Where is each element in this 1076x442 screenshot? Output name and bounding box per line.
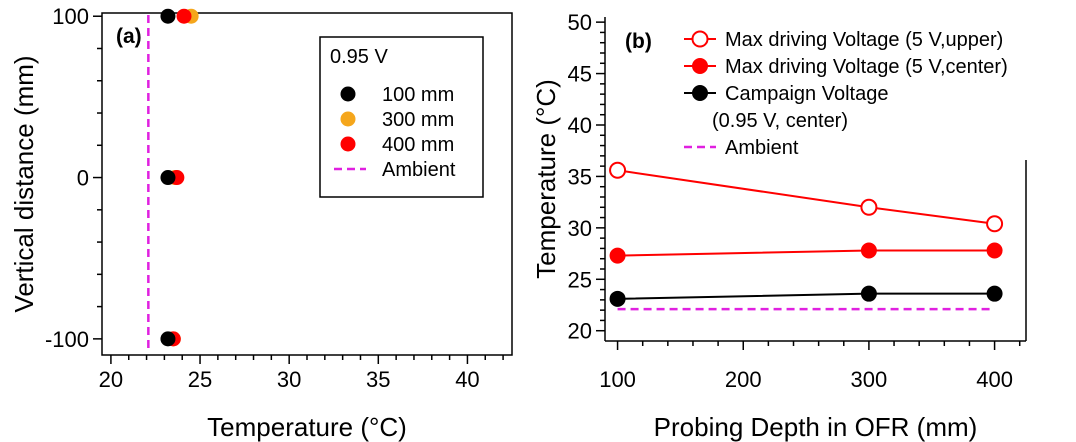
y-tick-label: 30	[568, 216, 592, 241]
panel-label: (a)	[116, 25, 142, 48]
y-axis-title: Vertical distance (mm)	[9, 55, 39, 312]
x-tick-label: 30	[277, 367, 301, 392]
legend-title: 0.95 V	[330, 46, 388, 68]
panel-label: (b)	[625, 30, 652, 53]
legend-label: (0.95 V, center)	[712, 110, 848, 132]
legend-label: Max driving Voltage (5 V,upper)	[725, 29, 1003, 51]
legend-marker	[340, 86, 356, 102]
data-point	[609, 290, 626, 307]
y-tick-label: -100	[45, 327, 89, 352]
data-point	[609, 161, 627, 179]
data-point	[160, 170, 176, 186]
legend-marker	[691, 30, 709, 48]
legend-marker	[340, 136, 356, 152]
y-tick-label: 0	[77, 166, 89, 191]
y-axis-title: Temperature (°C)	[531, 79, 561, 279]
y-tick-label: 25	[568, 267, 592, 292]
data-point	[176, 8, 192, 24]
legend-label: 400 mm	[382, 134, 454, 156]
data-point	[860, 285, 877, 302]
x-tick-label: 25	[188, 367, 212, 392]
series-line	[617, 169, 995, 225]
y-tick-label: 20	[568, 319, 592, 344]
data-point	[986, 285, 1003, 302]
data-point	[609, 247, 626, 264]
legend-label: Ambient	[725, 137, 799, 159]
panel-b: 100 200 300 400 20 25 30 35 40 45 50 Probing Depth …	[531, 10, 1027, 442]
data-point	[860, 198, 878, 216]
y-tick-label: 100	[52, 4, 89, 29]
x-tick-label: 100	[599, 367, 636, 392]
legend-label: Campaign Voltage	[725, 83, 888, 105]
legend-marker	[692, 58, 708, 74]
data-point	[160, 331, 176, 347]
x-tick-label: 200	[725, 367, 762, 392]
y-tick-label: 50	[568, 10, 592, 35]
legend-marker	[692, 85, 708, 101]
series-line	[617, 249, 995, 257]
data-point	[860, 242, 877, 259]
legend-label: 100 mm	[382, 84, 454, 106]
legend-label: 300 mm	[382, 109, 454, 131]
x-tick-label: 300	[851, 367, 888, 392]
series-line	[617, 292, 995, 300]
legend-marker	[340, 111, 356, 127]
data-point	[986, 242, 1003, 259]
legend-label: Ambient	[382, 159, 456, 181]
data-point	[986, 215, 1004, 233]
panel-a: 20 25 30 35 40 -100 0 100 Temperature (°C) Vertic…	[9, 4, 513, 442]
x-tick-label: 35	[366, 367, 390, 392]
legend-label: Max driving Voltage (5 V,center)	[725, 56, 1008, 78]
x-tick-label: 400	[976, 367, 1013, 392]
x-tick-label: 40	[455, 367, 479, 392]
y-tick-label: 40	[568, 113, 592, 138]
x-tick-label: 20	[99, 367, 123, 392]
data-point	[160, 8, 176, 24]
y-tick-label: 35	[568, 164, 592, 189]
x-axis-title: Temperature (°C)	[207, 412, 407, 442]
y-tick-label: 45	[568, 62, 592, 87]
x-axis-title: Probing Depth in OFR (mm)	[654, 412, 978, 442]
